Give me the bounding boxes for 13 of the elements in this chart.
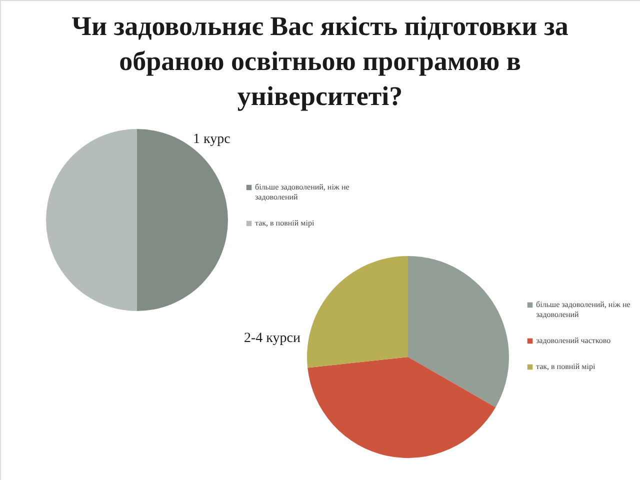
legend-label: більше задоволений, ніж не задоволений	[255, 182, 350, 202]
pie-slice	[308, 357, 496, 458]
legend-label: так, в повній мірі	[255, 218, 315, 228]
chart-title: Чи задовольняє Вас якість підготовки за обраною освітньою програмою в університеті?	[72, 11, 569, 111]
legend-label: задоволений частково	[536, 336, 611, 345]
pie-slice	[307, 256, 408, 368]
pie-slice	[137, 129, 228, 311]
chart-subtitle: 1 курс	[193, 132, 230, 147]
text: 2-4 курси	[244, 331, 301, 346]
legend-label: так, в повній мірі	[536, 362, 596, 371]
pie-slice	[46, 129, 137, 311]
pie-slice	[408, 256, 509, 408]
legend-label: більше задоволений, ніж не задоволений	[536, 300, 631, 319]
